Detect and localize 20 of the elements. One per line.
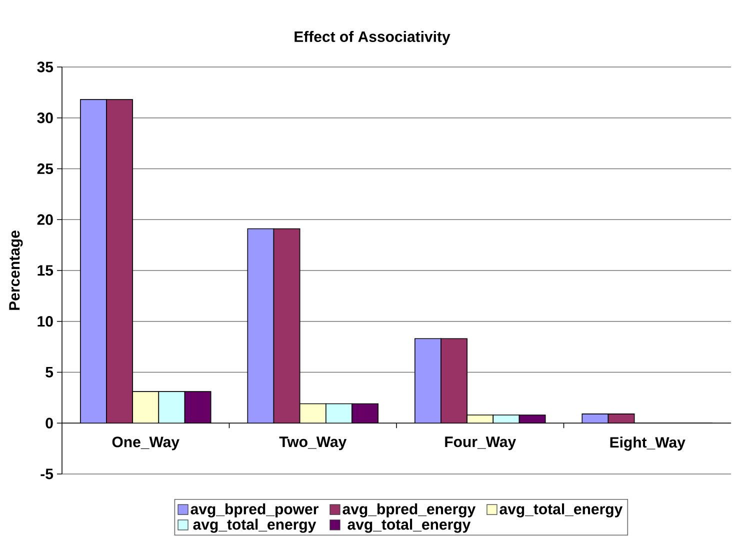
legend-label: avg_bpred_power (190, 503, 318, 518)
y-axis-title: Percentage (9, 230, 23, 310)
y-tick-label: 25 (37, 163, 54, 174)
chart-title: Effect of Associativity (294, 31, 450, 45)
x-tick-label: Four_Way (445, 436, 516, 450)
legend-label: avg_total_energy (500, 503, 623, 518)
y-tick-label: 5 (46, 367, 54, 378)
y-tick-label: 35 (37, 62, 54, 72)
y-tick-label: 0 (46, 418, 53, 428)
y-tick-label: 10 (38, 316, 53, 327)
y-tick-label: -5 (40, 468, 54, 480)
x-tick-label: One_Way (112, 436, 180, 450)
legend-label: avg_total_energy (193, 518, 316, 533)
y-tick-label: 30 (37, 112, 53, 124)
y-tick-label: 15 (38, 265, 54, 276)
x-tick-label: Eight_Way (610, 436, 686, 451)
x-tick-label: Two_Way (279, 436, 347, 450)
y-tick-label: 20 (37, 214, 53, 225)
legend-label: avg_total_energy (348, 518, 471, 533)
legend-label: avg_bpred_energy (342, 503, 476, 518)
